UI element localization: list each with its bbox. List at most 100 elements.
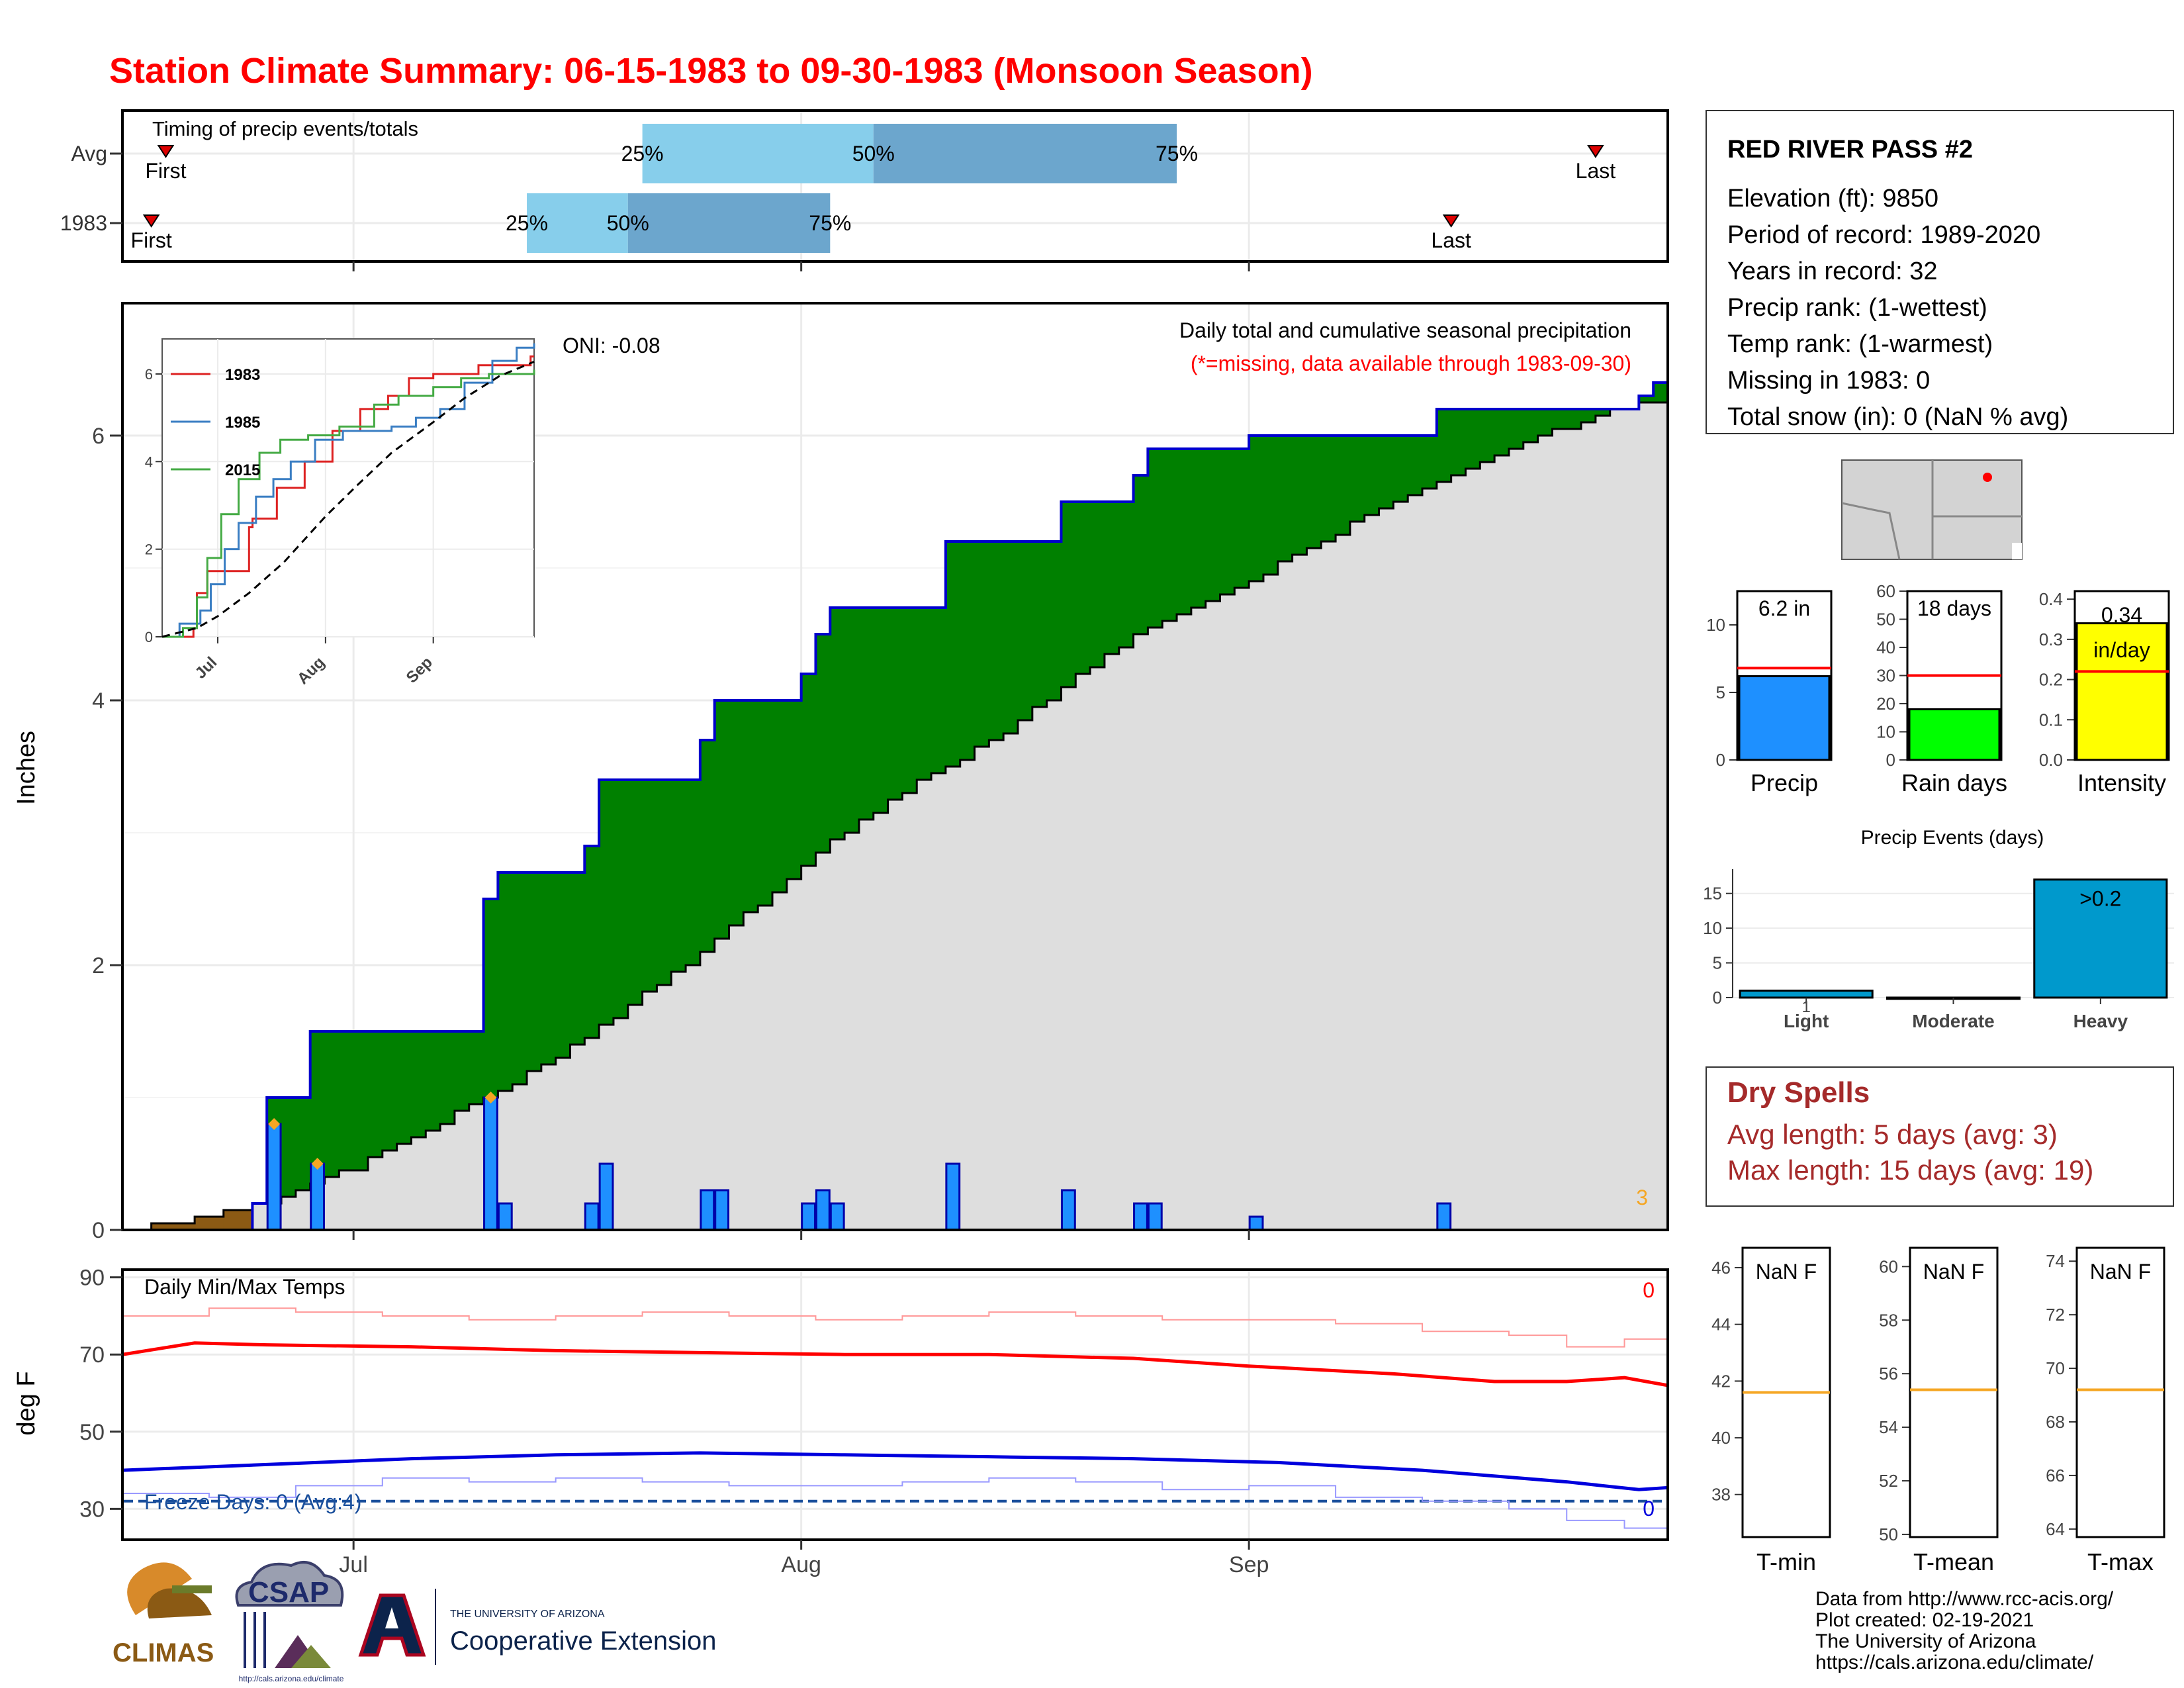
tdep-ytick-label-2-5: 74: [2046, 1251, 2065, 1271]
total-ytick-label-0-2: 10: [1706, 615, 1725, 635]
surplus-area-segment: [483, 899, 498, 1098]
total-ytick-label-2-3: 0.3: [2039, 630, 2063, 649]
surplus-area-segment: [541, 872, 557, 1064]
timing-row-label-0: Avg: [71, 142, 107, 165]
total-bar-1: [1908, 708, 2001, 761]
surplus-area-segment: [974, 541, 989, 747]
timing-p25-label-1: 25%: [506, 211, 548, 235]
record-marker-1: [311, 1158, 324, 1170]
events-ytick-label-3: 15: [1703, 884, 1722, 904]
dry-spells-title: Dry Spells: [1727, 1076, 1870, 1109]
daily-precip-bar-8: [801, 1202, 816, 1231]
inset-line-normal: [161, 361, 535, 638]
record-marker-0: [268, 1118, 281, 1130]
surplus-area-segment: [844, 608, 860, 833]
daily-precip-bar-15: [1248, 1215, 1264, 1231]
tdep-ytick-label-2-3: 70: [2046, 1358, 2065, 1378]
deficit-area-segment: [208, 1217, 224, 1230]
ua-small-text: THE UNIVERSITY OF ARIZONA: [450, 1609, 605, 1620]
surplus-area-segment: [1364, 436, 1380, 515]
season-total-rain-days: 0 10 20 30 40 50 60 18 days Rain days: [1876, 581, 2007, 796]
surplus-area-segment: [1292, 436, 1308, 555]
surplus-area-segment: [324, 1031, 340, 1177]
surplus-area-segment: [945, 541, 961, 767]
dry-spells-box: Dry Spells Avg length: 5 days (avg: 3) M…: [1706, 1066, 2174, 1207]
total-box-label-2: 0.34: [2101, 603, 2142, 627]
surplus-area-segment: [1263, 436, 1279, 575]
surplus-area-segment: [1090, 502, 1105, 667]
timing-bar-50-75-0: [873, 124, 1177, 183]
inset-xtick-label-2: Sep: [403, 653, 436, 686]
inset-legend-label-2015: 2015: [225, 461, 260, 479]
surplus-area-segment: [1220, 449, 1235, 594]
surplus-area-segment: [1003, 541, 1019, 733]
total-ytick-label-1-1: 10: [1876, 722, 1895, 742]
surplus-area-segment: [1321, 436, 1336, 541]
deficit-area-segment: [165, 1223, 181, 1230]
surplus-area-segment: [1436, 409, 1452, 482]
tdep-label-0: T-min: [1756, 1548, 1816, 1575]
precip-panel: Inches 0 2 4 6 Daily total and cumulative s…: [13, 302, 1669, 1243]
precip-ytick-label-3: 6: [92, 424, 105, 449]
tdep-label-1: T-mean: [1913, 1548, 1994, 1575]
deficit-area-segment: [151, 1223, 167, 1230]
climas-logo: CLIMAS: [113, 1562, 214, 1667]
min-count: 0: [1643, 1497, 1655, 1521]
surplus-area-segment: [1422, 436, 1437, 489]
freeze-days-label: Freeze Days: 0 (Avg:4): [144, 1490, 361, 1514]
footer-line-2: The University of Arizona: [1815, 1630, 2036, 1652]
total-ytick-label-1-4: 40: [1876, 637, 1895, 657]
total-bar-0: [1738, 675, 1831, 761]
daily-precip-bar-2: [483, 1096, 498, 1231]
station-details: Elevation (ft): 9850 Period of record: 19…: [1727, 185, 2068, 431]
average-min-temp-line: [122, 1451, 1668, 1491]
total-ytick-label-0-0: 0: [1716, 750, 1725, 770]
surplus-area-segment: [411, 1031, 426, 1137]
timing-last-marker-1: [1442, 214, 1460, 228]
surplus-area-segment: [570, 872, 585, 1045]
legend-note: (*=missing, data available through 1983-…: [1191, 352, 1631, 375]
temp-departure-t-mean: 50 52 54 56 58 60 NaN F T-mean: [1879, 1246, 1999, 1575]
surplus-area-segment: [714, 700, 730, 939]
surplus-area-segment: [772, 700, 788, 892]
daily-precip-bar-0: [266, 1123, 282, 1231]
surplus-area-segment: [1046, 541, 1062, 700]
precip-frame: [121, 302, 1669, 1231]
surplus-area-segment: [801, 674, 817, 866]
surplus-area-segment: [657, 780, 672, 985]
timing-p25-label-0: 25%: [621, 142, 664, 165]
surplus-area-segment: [1581, 409, 1596, 422]
surplus-area-segment: [1639, 396, 1654, 402]
temp-departure-panels: 38 40 42 44 46 NaN F T-min 50 52 54 56 58 60 NaN F T-m…: [1711, 1246, 2165, 1575]
surplus-area-segment: [1465, 409, 1480, 469]
total-ytick-label-2-1: 0.1: [2039, 710, 2063, 729]
daily-precip-bar-9: [815, 1189, 831, 1231]
surplus-area-segment: [367, 1031, 383, 1157]
observed-min-temp-line: [122, 1477, 1668, 1529]
surplus-area-segment: [671, 780, 686, 972]
temp-ytick-label-1: 50: [79, 1420, 105, 1445]
inset-legend: 1983 1985 2015: [171, 366, 260, 479]
station-info-box: RED RIVER PASS #2 Elevation (ft): 9850 Pe…: [1706, 110, 2174, 434]
daily-precip-bar-14: [1147, 1202, 1163, 1231]
observed-max-temp-line: [122, 1307, 1668, 1348]
daily-precip-bar-5: [598, 1162, 614, 1231]
inset-line-1985: [162, 343, 535, 638]
total-label-2: Intensity: [2077, 769, 2166, 796]
temp-xtick-label-1: Aug: [781, 1552, 821, 1577]
temp-ytick-label-2: 70: [79, 1342, 105, 1368]
logos: CLIMAS CSAP http://cals.arizona.edu/clim…: [113, 1561, 716, 1683]
legend-title: Daily total and cumulative seasonal prec…: [1179, 318, 1631, 342]
deficit-area-segment: [195, 1217, 210, 1230]
tdep-ytick-label-1-4: 58: [1879, 1310, 1898, 1330]
surplus-area-segment: [758, 700, 773, 906]
surplus-area-segment: [1653, 383, 1668, 402]
tdep-ytick-label-2-4: 72: [2046, 1305, 2065, 1325]
dry-spells-max: Max length: 15 days (avg: 19): [1727, 1154, 2093, 1186]
surplus-area-segment: [1451, 409, 1467, 475]
surplus-area-segment: [1075, 502, 1091, 674]
temp-panel: deg F 30 50 70 90 Jul Aug Sep Daily Min/Max Te…: [13, 1266, 1669, 1577]
oni-value: ONI: -0.08: [563, 334, 660, 357]
precip-events-title: Precip Events (days): [1861, 827, 2044, 849]
